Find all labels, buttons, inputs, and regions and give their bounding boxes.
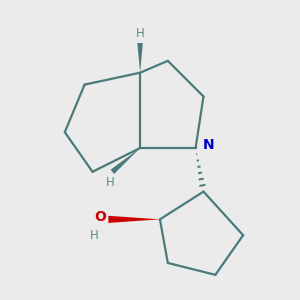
Text: O: O (94, 210, 106, 224)
Polygon shape (137, 43, 143, 73)
Polygon shape (108, 216, 160, 223)
Text: N: N (203, 138, 214, 152)
Text: H: H (136, 27, 145, 40)
Polygon shape (110, 148, 140, 174)
Text: H: H (106, 176, 115, 189)
Text: H: H (90, 229, 99, 242)
